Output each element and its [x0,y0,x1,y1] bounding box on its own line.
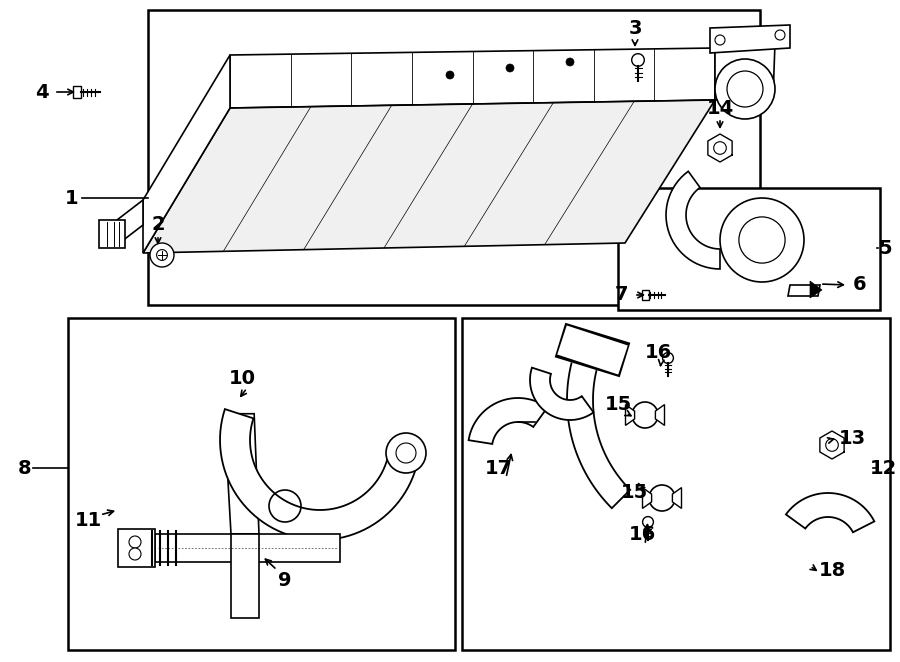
Circle shape [662,353,673,363]
Bar [462,318,890,650]
Polygon shape [118,529,155,567]
Bar [148,10,760,305]
Circle shape [566,58,574,66]
Text: 2: 2 [151,216,165,234]
Text: 5: 5 [878,238,892,258]
Circle shape [727,71,763,107]
Polygon shape [715,43,775,100]
Circle shape [643,516,653,528]
Text: 18: 18 [818,561,846,579]
Circle shape [720,198,804,282]
Text: 16: 16 [644,342,671,361]
Text: 14: 14 [706,99,733,117]
Polygon shape [655,404,664,426]
Text: 12: 12 [869,459,896,477]
Polygon shape [820,431,844,459]
Text: 3: 3 [628,19,642,38]
Bar [68,318,455,650]
Circle shape [386,433,426,473]
Polygon shape [643,488,652,508]
Polygon shape [99,220,125,248]
Polygon shape [810,281,822,298]
Polygon shape [708,134,732,162]
Circle shape [129,536,141,548]
Polygon shape [788,285,820,296]
Text: 4: 4 [35,83,49,101]
Text: 17: 17 [484,459,511,477]
Text: 10: 10 [229,369,256,387]
Circle shape [715,35,725,45]
Polygon shape [786,493,874,532]
Polygon shape [567,330,630,508]
Polygon shape [666,171,720,269]
Circle shape [632,54,644,66]
Polygon shape [117,200,143,245]
Polygon shape [530,367,593,420]
Polygon shape [220,409,418,540]
Polygon shape [155,534,340,562]
Circle shape [825,439,838,451]
Bar [618,188,880,310]
Polygon shape [224,414,259,534]
Circle shape [150,243,174,267]
Circle shape [714,142,726,154]
Circle shape [129,548,141,560]
Text: 6: 6 [853,275,867,295]
Polygon shape [469,398,547,444]
Polygon shape [143,55,230,253]
Circle shape [739,217,785,263]
Text: 16: 16 [628,526,655,545]
Text: 13: 13 [839,428,866,448]
Polygon shape [626,404,634,426]
Polygon shape [231,534,259,618]
Bar [73,87,81,97]
Text: 15: 15 [620,483,648,502]
Circle shape [715,59,775,119]
Text: 8: 8 [18,459,32,477]
Circle shape [446,71,454,79]
Circle shape [157,250,167,260]
Text: 7: 7 [616,285,629,305]
Polygon shape [230,48,715,108]
Text: 9: 9 [278,571,292,589]
Text: 1: 1 [65,189,79,207]
Text: 15: 15 [605,395,632,414]
Circle shape [506,64,514,72]
Polygon shape [143,100,715,253]
Circle shape [775,30,785,40]
Bar [642,290,649,300]
Polygon shape [710,25,790,53]
Text: 11: 11 [75,510,102,530]
Circle shape [396,443,416,463]
Polygon shape [672,488,681,508]
